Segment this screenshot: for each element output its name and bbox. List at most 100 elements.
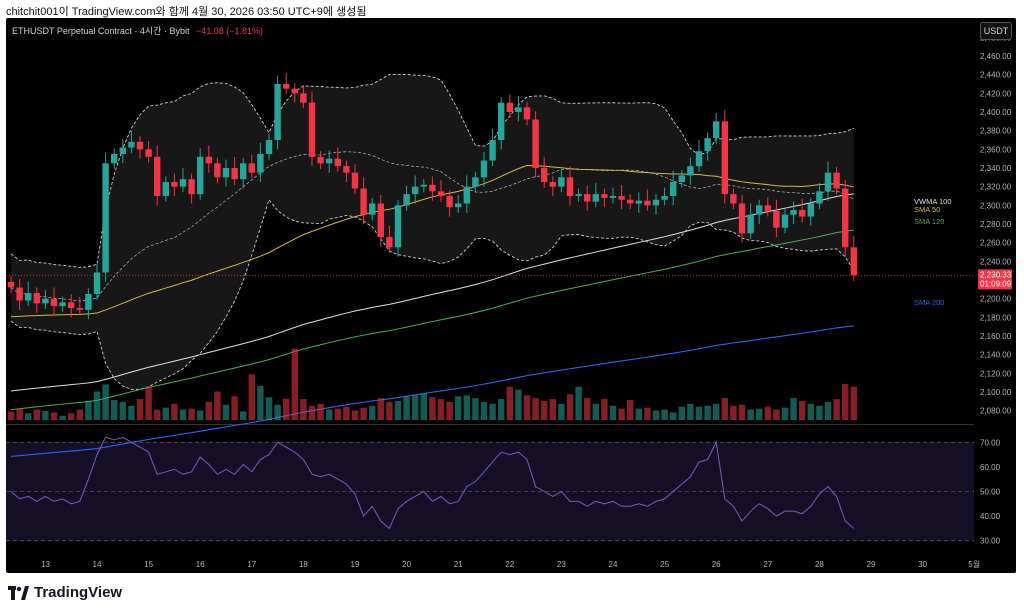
volume-bar	[76, 409, 83, 420]
time-axis-label: 16	[196, 560, 205, 569]
volume-bar	[480, 401, 488, 420]
price-axis-label: 2,420.00	[980, 89, 1012, 98]
candle-body	[618, 196, 625, 200]
candle-body	[274, 84, 281, 140]
volume-bar	[25, 413, 32, 420]
candle-body	[68, 302, 75, 308]
volume-bar	[85, 401, 92, 420]
candle-body	[308, 102, 316, 157]
candle-body	[738, 203, 746, 234]
candle-body	[781, 214, 789, 228]
candle-body	[351, 172, 359, 189]
time-axis-label: 26	[712, 560, 721, 569]
candle-body	[205, 156, 212, 164]
candle-body	[369, 203, 376, 215]
candle-body	[197, 156, 204, 195]
price-axis-label: 2,140.00	[980, 351, 1012, 360]
volume-bar	[687, 403, 694, 420]
volume-bar	[515, 389, 522, 420]
volume-bar	[42, 410, 49, 420]
price-axis-label: 2,100.00	[980, 388, 1012, 397]
volume-bar	[119, 401, 126, 420]
chart-panel[interactable]: 2,480.002,460.002,440.002,420.002,400.00…	[6, 18, 1016, 573]
candle-body	[601, 194, 608, 198]
volume-bar	[50, 412, 58, 420]
candle-body	[111, 154, 118, 164]
band-lower-line	[10, 198, 855, 391]
volume-bar	[652, 410, 660, 420]
candle-body	[446, 196, 453, 208]
volume-bar	[489, 403, 496, 420]
volume-bar	[738, 404, 746, 420]
volume-bar	[558, 403, 565, 420]
candle-body	[25, 293, 32, 301]
candle-body	[644, 200, 651, 206]
volume-bar	[33, 409, 40, 420]
candle-body	[214, 163, 221, 178]
volume-bar	[429, 397, 436, 420]
candle-body	[59, 302, 66, 307]
chart-header-caption: chitchit001이 TradingView.com와 함께 4월 30, …	[6, 6, 367, 18]
vwma100-line	[10, 193, 854, 392]
candle-body	[317, 156, 324, 164]
volume-bar	[283, 398, 290, 420]
candle-body	[240, 163, 247, 180]
candle-body	[756, 205, 763, 215]
price-axis-label: 2,340.00	[980, 164, 1012, 173]
volume-bar	[343, 406, 350, 420]
volume-bar	[824, 401, 832, 420]
volume-bar	[274, 404, 281, 420]
candle-body	[609, 196, 617, 198]
candle-body	[291, 88, 298, 94]
candle-body	[515, 107, 522, 112]
symbol-legend: ETHUSDT Perpetual Contract · 4시간 · Bybit…	[12, 24, 263, 37]
volume-bar	[807, 403, 814, 420]
candle-body	[50, 298, 58, 307]
chart-canvas[interactable]: 2,480.002,460.002,440.002,420.002,400.00…	[6, 18, 1016, 573]
volume-bar	[265, 397, 273, 420]
candle-body	[807, 203, 814, 217]
volume-bar	[463, 395, 470, 420]
price-axis-label: 2,380.00	[980, 127, 1012, 136]
volume-bar	[575, 386, 582, 420]
candle-body	[128, 141, 135, 148]
candle-body	[171, 182, 178, 187]
candle-body	[16, 287, 23, 301]
currency-button[interactable]: USDT	[980, 22, 1012, 40]
volume-bar	[627, 400, 634, 420]
volume-bar	[756, 408, 763, 420]
volume-bar	[377, 398, 384, 420]
volume-bar	[842, 383, 849, 420]
candle-body	[102, 163, 109, 273]
rsi-axis-label: 30.00	[980, 537, 1001, 546]
candle-body	[523, 107, 531, 120]
volume-bar	[721, 398, 728, 420]
volume-bar	[773, 409, 780, 420]
candle-body	[661, 196, 668, 200]
candle-body	[584, 194, 591, 202]
candle-body	[695, 151, 703, 167]
volume-bar	[747, 409, 754, 420]
candle-body	[188, 179, 195, 195]
time-axis-label: 29	[867, 560, 876, 569]
time-axis-label: 21	[454, 560, 463, 569]
volume-bar	[162, 407, 169, 420]
volume-bar	[394, 401, 402, 420]
time-axis-label: 17	[247, 560, 256, 569]
time-axis-label: 15	[144, 560, 153, 569]
volume-bar	[171, 403, 178, 420]
candle-body	[498, 102, 505, 140]
price-change: −41.08 (−1.81%)	[195, 26, 264, 36]
volume-bar	[764, 406, 771, 420]
volume-bar	[850, 386, 857, 420]
price-axis-label: 2,300.00	[980, 201, 1012, 210]
tradingview-brand[interactable]: TradingView	[8, 584, 122, 601]
candle-body	[93, 272, 101, 294]
volume-bar	[678, 406, 685, 420]
volume-bar	[541, 401, 548, 420]
volume-bar	[695, 406, 703, 420]
candle-body	[652, 199, 660, 206]
legend-entry: SMA 50	[914, 205, 940, 214]
price-axis-label: 2,400.00	[980, 108, 1012, 117]
volume-bar	[205, 401, 212, 420]
